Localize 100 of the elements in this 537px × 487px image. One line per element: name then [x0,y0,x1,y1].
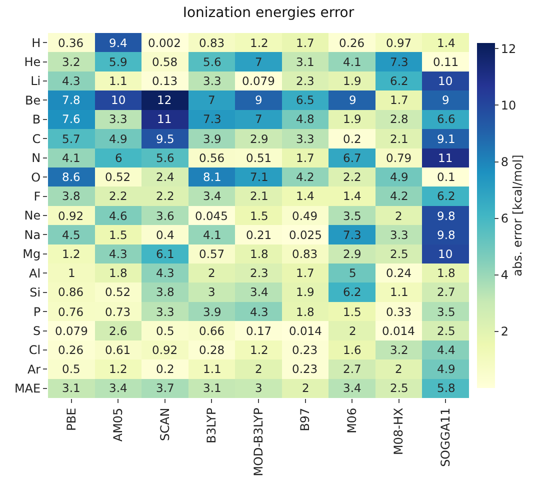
data-label: 3.1 [296,55,314,69]
data-label: 3.9 [203,305,222,319]
data-label: 0.17 [246,324,272,338]
data-label: 0.2 [156,362,174,376]
data-label: 2.1 [390,132,408,146]
data-label: 5.8 [437,381,456,395]
data-label: 4.6 [109,209,128,223]
data-label: 1.1 [109,74,128,88]
data-label: 1.2 [62,247,80,261]
data-label: 0.73 [105,305,131,319]
data-label: 3.8 [156,285,174,299]
data-label: 4.9 [390,170,408,184]
data-label: 0.1 [437,170,456,184]
y-tick-label: Na [24,228,41,242]
data-label: 0.83 [199,36,225,50]
data-label: 6.2 [343,285,362,299]
y-tick-label: S [32,324,41,338]
x-tick-label: B97 [298,408,312,432]
x-tick-label: M06 [344,408,359,434]
data-label: 4.9 [437,362,456,376]
data-label: 1.9 [343,74,362,88]
y-tick-label: Be [24,93,41,108]
y-tick-label: N [32,151,41,166]
data-label: 0.11 [433,55,459,69]
data-label: 1.2 [250,343,268,357]
y-tick-label: C [32,132,41,146]
y-tick-label: He [24,55,41,70]
data-label: 3.1 [203,381,222,395]
data-label: 0.21 [246,228,272,242]
data-label: 1.1 [203,362,222,376]
y-tick-label: Ne [24,208,41,223]
data-label: 8.1 [203,170,222,184]
data-label: 2.5 [437,324,456,338]
data-label: 7.1 [250,170,268,184]
data-label: 0.58 [152,55,178,69]
chart-title: Ionization energies error [182,5,354,22]
data-label: 1.5 [250,209,268,223]
data-label: 3.4 [250,285,268,299]
data-label: 0.079 [242,74,275,88]
data-label: 2.2 [109,189,128,203]
data-label: 4.3 [250,305,268,319]
color-bar-label: 8 [500,154,509,169]
data-label: 6.2 [437,189,456,203]
data-label: 5.7 [62,132,80,146]
data-label: 1.8 [296,305,314,319]
data-label: 5.9 [109,55,128,69]
data-label: 1.2 [250,36,268,50]
data-label: 6.6 [437,112,456,126]
data-label: 0.2 [343,132,362,146]
data-label: 7.8 [62,93,80,107]
data-label: 1.8 [250,247,268,261]
data-label: 0.26 [339,36,365,50]
y-tick-label: Al [29,266,41,280]
x-tick-label: SCAN [158,408,172,441]
data-label: 0.28 [199,343,225,357]
data-label: 1.6 [343,343,362,357]
x-tick-label: M08-HX [392,408,406,456]
data-label: 1.2 [109,362,128,376]
data-label: 3.9 [203,132,222,146]
data-label: 7.3 [343,228,362,242]
data-label: 6 [115,151,122,165]
data-label: 4.5 [62,228,80,242]
data-label: 0.5 [62,362,80,376]
data-label: 3.3 [109,112,128,126]
data-label: 6.2 [390,74,408,88]
data-label: 9 [349,93,356,107]
data-label: 5.6 [156,151,174,165]
data-label: 3.8 [62,189,80,203]
data-label: 3.4 [343,381,362,395]
data-label: 3.3 [296,132,314,146]
data-label: 2.2 [156,189,174,203]
data-label: 0.97 [386,36,412,50]
data-label: 9.1 [437,132,456,146]
y-tick-label: Li [30,74,41,88]
data-label: 9.8 [437,209,456,223]
data-label: 4.1 [343,55,362,69]
data-label: 0.76 [58,305,84,319]
color-bar-label: 6 [500,212,509,226]
data-label: 9 [442,93,450,107]
data-label: 6.7 [343,151,362,165]
data-label: 7.6 [62,112,80,126]
x-tick-label: PBE [64,408,78,431]
data-label: 9 [255,93,262,107]
data-label: 2.9 [343,247,362,261]
data-label: 0.66 [199,324,225,338]
data-label: 0.23 [292,362,318,376]
y-tick-label: F [34,189,41,204]
data-label: 12 [157,93,172,107]
data-label: 3.4 [109,381,128,395]
data-label: 0.79 [386,151,412,165]
data-label: 0.36 [58,36,84,50]
color-bar-label: 10 [500,98,516,112]
data-label: 0.13 [152,74,178,88]
data-label: 2 [302,381,310,395]
data-label: 0.56 [199,151,225,165]
data-label: 3.2 [390,343,408,357]
data-label: 0.26 [58,343,84,357]
data-label: 1.7 [296,36,314,50]
data-label: 0.24 [386,266,412,280]
data-label: 0.86 [58,285,84,299]
